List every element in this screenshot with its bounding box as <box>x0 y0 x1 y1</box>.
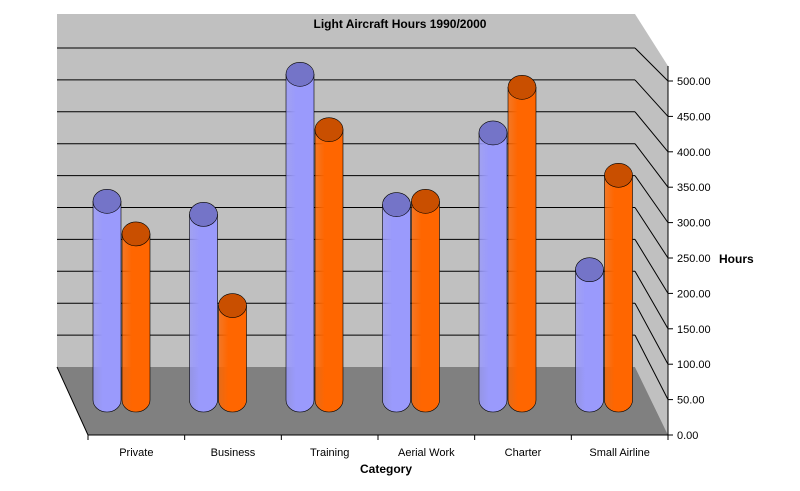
bar-top <box>218 293 247 318</box>
bar-top <box>507 75 537 100</box>
bar-body <box>382 204 411 413</box>
x-tick-label: Business <box>211 447 256 459</box>
bar-top <box>478 120 508 146</box>
gridline-side <box>634 79 669 117</box>
bar-body <box>411 201 440 413</box>
bar <box>507 75 537 413</box>
x-tick-label: Charter <box>505 447 542 459</box>
bar-top <box>314 117 344 142</box>
x-tick-label: Aerial Work <box>398 447 455 459</box>
y-tick-label: 0.00 <box>677 430 698 442</box>
y-tick-labels: 0.00 50.00 100.00 150.00 200.00 250.00 300.00 3… <box>677 76 711 442</box>
gridline-side <box>634 111 669 153</box>
gridline-side <box>634 47 669 82</box>
gridline-side <box>634 175 669 223</box>
bar <box>92 189 122 413</box>
bar-body <box>478 132 508 413</box>
floor-left-edge <box>56 366 89 436</box>
bar-top <box>382 192 411 217</box>
bar-body <box>314 129 344 413</box>
y-tick-label: 250.00 <box>677 253 711 265</box>
bar-top <box>189 202 218 227</box>
gridline-side <box>634 334 669 400</box>
bars <box>92 62 633 413</box>
y-tick-label: 450.00 <box>677 111 711 123</box>
bar <box>314 117 344 413</box>
y-tick-label: 100.00 <box>677 359 711 371</box>
side-wall <box>635 14 668 435</box>
bar-body <box>121 233 151 413</box>
y-tick-label: 150.00 <box>677 324 711 336</box>
bar-top <box>285 62 315 87</box>
bar-body <box>285 74 315 413</box>
bar <box>411 189 440 413</box>
bar-top <box>604 162 633 188</box>
bar <box>218 293 247 413</box>
bar-body <box>189 214 218 413</box>
bar-body <box>507 87 537 413</box>
y-tick-label: 500.00 <box>677 76 711 88</box>
bar-top <box>411 189 440 214</box>
bar-body <box>92 201 122 413</box>
gridline-side <box>634 239 669 294</box>
bar <box>285 62 315 413</box>
bar <box>575 257 604 413</box>
bar-body <box>604 174 633 413</box>
gridline-side <box>634 271 669 330</box>
x-tick-label: Training <box>310 447 349 459</box>
bar-body <box>575 269 604 413</box>
bar <box>189 202 218 413</box>
y-tick-label: 350.00 <box>677 182 711 194</box>
gridlines <box>57 47 673 436</box>
y-tick-label: 300.00 <box>677 218 711 230</box>
y-tick-label: 200.00 <box>677 288 711 300</box>
gridline-side <box>634 302 669 365</box>
bar <box>121 221 151 413</box>
axes <box>56 66 669 440</box>
bar-top <box>575 257 604 283</box>
bar <box>478 120 508 413</box>
x-tick-label: Small Airline <box>589 447 650 459</box>
bar <box>604 162 633 413</box>
bar-top <box>121 221 151 247</box>
x-tick-label: Private <box>119 447 153 459</box>
x-axis-title: Category <box>360 462 412 476</box>
back-wall <box>57 14 635 367</box>
bar-top <box>92 189 122 214</box>
y-tick-label: 400.00 <box>677 147 711 159</box>
bar-body <box>218 305 247 413</box>
y-tick-label: 50.00 <box>677 395 705 407</box>
y-axis-title: Hours <box>719 252 754 266</box>
x-tick-labels: Private Business Training Aerial Work Charte… <box>119 447 650 459</box>
gridline-side <box>634 143 669 188</box>
chart-title: Light Aircraft Hours 1990/2000 <box>314 17 487 31</box>
gridline-side <box>634 207 669 259</box>
bar <box>382 192 411 413</box>
